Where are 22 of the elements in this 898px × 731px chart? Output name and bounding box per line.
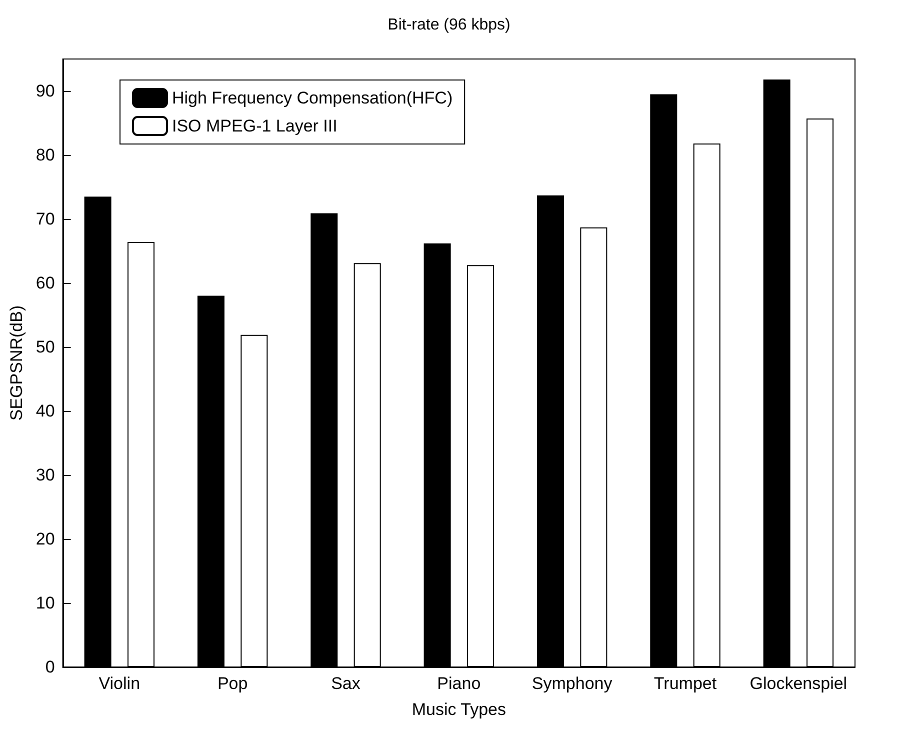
y-tick-label: 60: [36, 274, 55, 292]
y-tick-label: 50: [36, 338, 55, 356]
x-tick-label: Violin: [98, 674, 140, 693]
legend-label: ISO MPEG-1 Layer III: [172, 116, 338, 136]
x-tick-label: Glockenspiel: [750, 674, 848, 693]
y-tick-label: 30: [36, 466, 55, 484]
y-axis-title: SEGPSNR(dB): [7, 305, 26, 421]
y-tick-label: 70: [36, 210, 55, 228]
y-tick-label: 80: [36, 146, 55, 164]
x-axis-title: Music Types: [412, 700, 506, 719]
x-tick-label: Pop: [217, 674, 248, 693]
legend-label: High Frequency Compensation(HFC): [172, 88, 453, 108]
x-tick-label: Sax: [331, 674, 361, 693]
y-tick-label: 10: [36, 594, 55, 612]
chart-title: Bit-rate (96 kbps): [388, 16, 510, 34]
x-tick-label: Trumpet: [654, 674, 717, 693]
y-tick-label: 0: [45, 658, 55, 676]
x-tick-label: Symphony: [532, 674, 613, 693]
y-tick-label: 20: [36, 530, 55, 548]
x-tick-label: Piano: [437, 674, 481, 693]
y-tick-label: 40: [36, 402, 55, 420]
y-tick-label: 90: [36, 82, 55, 100]
